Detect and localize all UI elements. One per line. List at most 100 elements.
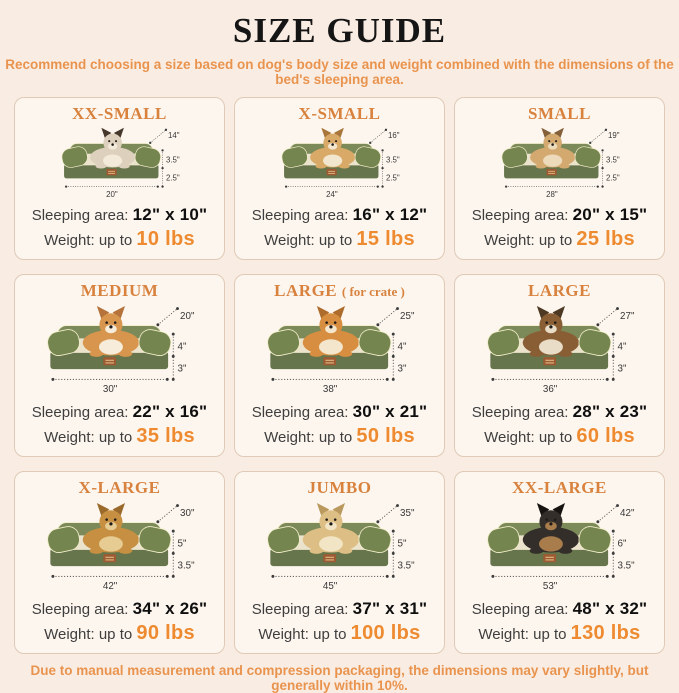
size-card-xx-small: XX-SMALL bbox=[14, 96, 225, 260]
height-dimension: 3.5" 2.5" bbox=[601, 149, 620, 188]
lower-height-value: 2.5" bbox=[166, 173, 180, 182]
depth-value: 16" bbox=[388, 131, 400, 140]
sleeping-area-label: Sleeping area: bbox=[251, 206, 349, 224]
weight-label: Weight: up to bbox=[44, 428, 133, 446]
weight-line: Weight: up to 60 lbs bbox=[484, 424, 635, 448]
sleeping-area-label: Sleeping area: bbox=[471, 206, 569, 224]
pet-ears bbox=[316, 306, 346, 320]
lower-height-value: 2.5" bbox=[386, 173, 400, 182]
depth-dimension: 27" bbox=[596, 307, 635, 327]
size-name: LARGE bbox=[528, 280, 591, 300]
brand-tag bbox=[323, 554, 337, 563]
bed-illustration: 20" 3.5" 2.5" 14" bbox=[19, 123, 220, 204]
weight-label: Weight: up to bbox=[264, 428, 353, 446]
width-value: 53" bbox=[543, 581, 558, 592]
lower-height-value: 3.5" bbox=[618, 561, 636, 572]
sleeping-area-label: Sleeping area: bbox=[31, 403, 129, 421]
upper-height-value: 3.5" bbox=[606, 156, 620, 165]
sleeping-area-line: Sleeping area: 22" x 16" bbox=[32, 401, 208, 423]
weight-value: 130 lbs bbox=[570, 621, 641, 644]
brand-tag bbox=[103, 554, 117, 563]
weight-label: Weight: up to bbox=[478, 625, 567, 643]
lower-height-value: 3.5" bbox=[178, 561, 196, 572]
pet-illustration bbox=[82, 503, 140, 554]
sleeping-area-line: Sleeping area: 20" x 15" bbox=[472, 204, 648, 226]
width-dimension: 38" bbox=[271, 377, 389, 395]
size-label: XX-SMALL bbox=[72, 104, 167, 124]
depth-value: 25" bbox=[400, 311, 415, 322]
pet-ears bbox=[536, 306, 566, 320]
weight-value: 100 lbs bbox=[350, 621, 421, 644]
bed-illustration: 42" 5" 3.5" 30" bbox=[19, 497, 220, 598]
sleeping-area-value: 22" x 16" bbox=[132, 401, 208, 421]
size-name: XX-LARGE bbox=[512, 477, 607, 497]
height-dimension: 5" 3.5" bbox=[171, 529, 196, 578]
sleeping-area-value: 37" x 31" bbox=[352, 598, 428, 618]
pet-head bbox=[323, 133, 342, 153]
header: SIZE GUIDE Recommend choosing a size bas… bbox=[0, 0, 679, 86]
size-label: X-LARGE bbox=[79, 478, 161, 498]
bed-illustration: 38" 4" 3" 25" bbox=[239, 300, 440, 401]
size-label: XX-LARGE bbox=[512, 478, 607, 498]
size-card-large: LARGE bbox=[454, 273, 665, 457]
height-dimension: 4" 3" bbox=[611, 332, 627, 381]
brand-tag bbox=[323, 357, 337, 366]
size-label: JUMBO bbox=[308, 478, 372, 498]
depth-dimension: 20" bbox=[156, 307, 195, 327]
bed-diagram: 38" 4" 3" 25" bbox=[267, 306, 415, 395]
size-name: LARGE bbox=[274, 280, 338, 300]
bed-side-bolsters bbox=[281, 146, 382, 168]
sleeping-area-line: Sleeping area: 28" x 23" bbox=[472, 401, 648, 423]
width-dimension: 24" bbox=[284, 185, 379, 199]
bed-side-bolsters bbox=[61, 146, 162, 168]
bed-diagram: 36" 4" 3" 27" bbox=[487, 306, 635, 395]
size-card-x-large: X-LARGE bbox=[14, 470, 225, 654]
width-value: 45" bbox=[323, 581, 338, 592]
depth-dimension: 35" bbox=[376, 504, 415, 524]
upper-height-value: 5" bbox=[178, 539, 187, 550]
bed-illustration: 36" 4" 3" 27" bbox=[459, 300, 660, 401]
pet-illustration bbox=[522, 503, 580, 554]
width-value: 28" bbox=[546, 190, 558, 199]
brand-tag bbox=[106, 168, 117, 176]
weight-line: Weight: up to 90 lbs bbox=[44, 621, 195, 645]
weight-label: Weight: up to bbox=[44, 625, 133, 643]
brand-tag bbox=[546, 168, 557, 176]
size-card-small: SMALL bbox=[454, 96, 665, 260]
size-card-medium: MEDIUM bbox=[14, 273, 225, 457]
upper-height-value: 5" bbox=[398, 539, 407, 550]
weight-line: Weight: up to 130 lbs bbox=[478, 621, 640, 645]
size-label: LARGE ( for crate ) bbox=[274, 281, 405, 301]
depth-value: 35" bbox=[400, 508, 415, 519]
size-label: MEDIUM bbox=[81, 281, 159, 301]
weight-value: 35 lbs bbox=[136, 424, 195, 447]
bed-side-bolsters bbox=[47, 526, 172, 554]
bed-side-bolsters bbox=[267, 526, 392, 554]
depth-value: 30" bbox=[180, 508, 195, 519]
size-name: SMALL bbox=[528, 103, 591, 123]
depth-dimension: 16" bbox=[369, 128, 400, 145]
sleeping-area-line: Sleeping area: 37" x 31" bbox=[252, 598, 428, 620]
pet-illustration bbox=[90, 127, 136, 169]
weight-line: Weight: up to 50 lbs bbox=[264, 424, 415, 448]
lower-height-value: 3" bbox=[178, 364, 187, 375]
weight-value: 60 lbs bbox=[576, 424, 635, 447]
bed-side-bolsters bbox=[487, 526, 612, 554]
height-dimension: 4" 3" bbox=[391, 332, 407, 381]
pet-ears bbox=[316, 503, 346, 517]
size-grid: XX-SMALL bbox=[0, 96, 679, 654]
weight-label: Weight: up to bbox=[258, 625, 347, 643]
pet-ears bbox=[321, 127, 344, 139]
sleeping-area-value: 16" x 12" bbox=[352, 204, 428, 224]
upper-height-value: 4" bbox=[618, 342, 627, 353]
depth-value: 27" bbox=[620, 311, 635, 322]
width-value: 38" bbox=[323, 384, 338, 395]
bed-diagram: 30" 4" 3" 20" bbox=[47, 306, 195, 395]
pet-ears bbox=[541, 127, 564, 139]
sleeping-area-label: Sleeping area: bbox=[471, 600, 569, 618]
lower-height-value: 2.5" bbox=[606, 173, 620, 182]
sleeping-area-value: 20" x 15" bbox=[572, 204, 648, 224]
width-value: 36" bbox=[543, 384, 558, 395]
lower-height-value: 3" bbox=[398, 364, 407, 375]
disclaimer-note: Due to manual measurement and compressio… bbox=[30, 662, 649, 693]
